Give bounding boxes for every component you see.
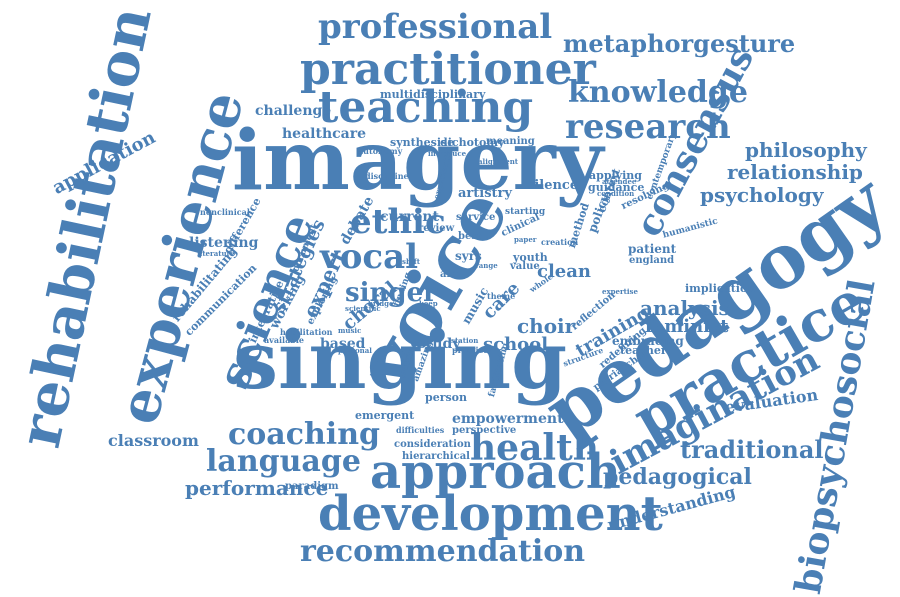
word-classroom: classroom — [108, 431, 199, 450]
word-professional: professional — [318, 7, 553, 47]
word-traditional: traditional — [680, 435, 824, 464]
word-artistry: artistry — [458, 186, 512, 201]
word-empowerment: empowerment — [452, 411, 564, 427]
word-metaphorgesture: metaphorgesture — [563, 29, 796, 58]
word-imagery: imagery — [232, 113, 604, 209]
word-consideration: consideration — [394, 439, 471, 450]
word-person: person — [425, 391, 468, 404]
word-attendee: attendee — [602, 177, 637, 186]
word-literature: literature — [197, 249, 235, 258]
word-philosophy: philosophy — [745, 138, 867, 162]
word-condition: condition — [597, 189, 635, 198]
word-meaning: meaning — [486, 136, 535, 147]
word-syrs: syrs — [455, 249, 482, 263]
word-england: england — [629, 255, 675, 266]
word-based: based — [320, 336, 366, 352]
word-knowledge: knowledge — [568, 75, 748, 110]
word-study: study — [418, 336, 461, 352]
word-feminist: feminist — [645, 316, 729, 337]
word-challenge: challenge — [255, 103, 332, 119]
word-review: review — [418, 223, 455, 234]
word-healthcare: healthcare — [282, 126, 366, 142]
word-range: range — [475, 261, 498, 270]
word-station: station — [451, 336, 479, 345]
word-applying: applying — [589, 169, 642, 182]
word-discipline: discipline — [365, 171, 409, 181]
word-habilitation: habilitation — [280, 327, 333, 337]
word-pedagogical: pedagogical — [603, 464, 752, 490]
word-paradigm: paradigm — [285, 481, 339, 492]
word-multidisciplinary: multidisciplinary — [380, 88, 486, 101]
word-health: health — [470, 427, 599, 469]
word-expertise: expertise — [602, 287, 638, 296]
word-keep: keep — [419, 299, 438, 308]
word-alignment: alignment — [478, 157, 519, 166]
word-singing: singing — [233, 313, 568, 407]
word-value: value — [510, 261, 540, 272]
word-choir: choir — [517, 314, 576, 338]
word-teaching: teaching — [318, 82, 534, 133]
word-current: current — [380, 209, 440, 225]
word-music2: music — [338, 326, 362, 335]
word-teacher: teacher — [620, 344, 667, 357]
word-psychology: psychology — [700, 183, 824, 207]
word-language: language — [206, 444, 361, 479]
word-vocal: vocal — [320, 237, 419, 277]
word-recommendation: recommendation — [300, 534, 586, 569]
word-theme: theme — [487, 291, 516, 301]
word-shift: shift — [402, 257, 420, 266]
word-patient: patient — [628, 242, 677, 256]
word-nonclinical: nonclinical — [200, 207, 250, 217]
word-clean: clean — [537, 261, 591, 282]
word-guidance: guidance — [588, 181, 645, 194]
word-personal: personal — [338, 346, 372, 355]
word-silence: silence — [527, 178, 579, 193]
word-performance: performance — [185, 476, 329, 500]
word-analysis: analysis — [640, 296, 730, 320]
word-autonomy: autonomy — [358, 146, 403, 156]
word-best: best — [458, 231, 482, 242]
word-perspective: perspective — [452, 425, 517, 436]
word-dichotomy: dichotomy — [440, 136, 505, 149]
word-bridge: bridge — [368, 299, 394, 308]
word-ethic: ethic — [350, 202, 446, 242]
word-school: school — [483, 334, 549, 355]
word-implication: implication — [685, 282, 756, 295]
word-starting: starting — [505, 207, 546, 217]
word-scientific: scientific — [345, 304, 381, 313]
word-research: research — [565, 107, 731, 147]
word-paper: paper — [514, 235, 537, 244]
word-hierarchical: hierarchical — [402, 451, 470, 462]
word-difficulties: difficulties — [396, 425, 445, 435]
word-practitioner: practitioner — [300, 44, 596, 95]
word-relationship: relationship — [727, 160, 863, 184]
word-available: available — [264, 335, 304, 345]
word-creation: creation — [541, 237, 579, 247]
word-coaching: coaching — [228, 417, 380, 452]
word-approach: approach — [370, 444, 621, 500]
word-listening: listening — [189, 235, 259, 251]
word-emergent: emergent — [355, 409, 415, 422]
word-synthesise: synthesise — [390, 136, 455, 149]
word-service: service — [456, 212, 496, 223]
word-introduce: introduce — [428, 149, 467, 158]
word-youth: youth — [513, 251, 548, 264]
word-embracing: embracing — [612, 334, 684, 348]
word-practical: practical — [452, 345, 492, 355]
word-whole: whole — [527, 271, 555, 295]
word-aim: aim — [440, 269, 461, 280]
word-development: development — [318, 486, 663, 542]
word-singer: singer — [345, 278, 437, 308]
